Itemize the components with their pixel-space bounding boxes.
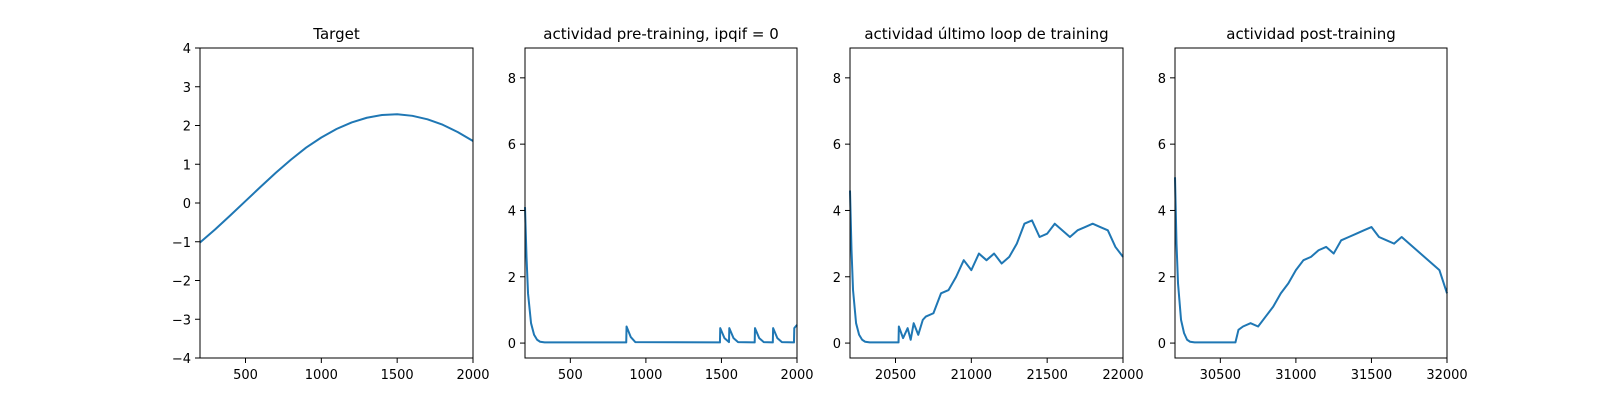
y-tick-label: 2	[833, 271, 841, 286]
y-tick-label: −4	[172, 352, 191, 367]
chart-title: actividad post-training	[1226, 25, 1395, 43]
y-tick-label: 8	[1158, 72, 1166, 87]
y-tick-label: 2	[1158, 271, 1166, 286]
y-tick-label: 6	[1158, 138, 1166, 153]
x-tick-label: 500	[558, 368, 583, 383]
axes-frame	[849, 47, 1124, 359]
y-tick-label: 6	[833, 138, 841, 153]
x-tick-label: 1500	[381, 368, 414, 383]
x-tick-label: 2000	[780, 368, 813, 383]
subplot-2: 500 1000 1500 2000 0 2 4 6 8 actividad pre-traini…	[508, 25, 814, 383]
y-tick-label: −2	[172, 275, 191, 290]
y-tick-label: 4	[508, 204, 516, 219]
x-tick-label: 1000	[305, 368, 338, 383]
y-tick-label: −3	[172, 313, 191, 328]
y-tick-label: 3	[183, 81, 191, 96]
x-tick-label: 1000	[629, 368, 662, 383]
chart-title: actividad pre-training, ipqif = 0	[543, 25, 779, 43]
y-tick-label: 0	[183, 197, 191, 212]
x-tick-label: 20500	[875, 368, 916, 383]
y-tick-label: 2	[508, 271, 516, 286]
y-tick-label: 2	[183, 120, 191, 135]
subplot-4: 30500 31000 31500 32000 0 2 4 6 8 actividad post-…	[1158, 25, 1468, 383]
subplot-3: 20500 21000 21500 22000 0 2 4 6 8 actividad últim…	[833, 25, 1144, 383]
y-tick-label: −1	[172, 236, 191, 251]
x-tick-label: 500	[233, 368, 258, 383]
y-tick-label: 4	[1158, 204, 1166, 219]
series-line-1	[524, 207, 798, 344]
y-tick-label: 1	[183, 158, 191, 173]
y-tick-label: 0	[833, 337, 841, 352]
y-tick-label: 4	[833, 204, 841, 219]
x-tick-label: 30500	[1200, 368, 1241, 383]
y-tick-label: 0	[1158, 337, 1166, 352]
series-line-1	[1174, 177, 1448, 344]
axes-frame	[199, 47, 474, 359]
x-tick-label: 21500	[1026, 368, 1067, 383]
series-line-1	[199, 113, 474, 244]
x-tick-label: 2000	[456, 368, 489, 383]
y-tick-label: 0	[508, 337, 516, 352]
y-tick-label: 8	[833, 72, 841, 87]
x-tick-label: 32000	[1426, 368, 1467, 383]
series-line-1	[849, 190, 1124, 344]
x-tick-label: 31500	[1351, 368, 1392, 383]
subplot-1: 500 1000 1500 2000 −4 −3 −2 −1 0 1 2 3 4 Target	[172, 25, 490, 383]
x-tick-label: 21000	[951, 368, 992, 383]
x-tick-label: 1500	[705, 368, 738, 383]
x-tick-label: 22000	[1102, 368, 1143, 383]
axes-frame	[1174, 47, 1448, 359]
axes-frame	[524, 47, 798, 359]
y-tick-label: 6	[508, 138, 516, 153]
y-tick-label: 4	[183, 42, 191, 57]
chart-title: Target	[312, 25, 360, 43]
chart-title: actividad último loop de training	[864, 25, 1108, 43]
x-tick-label: 31000	[1275, 368, 1316, 383]
y-tick-label: 8	[508, 72, 516, 87]
